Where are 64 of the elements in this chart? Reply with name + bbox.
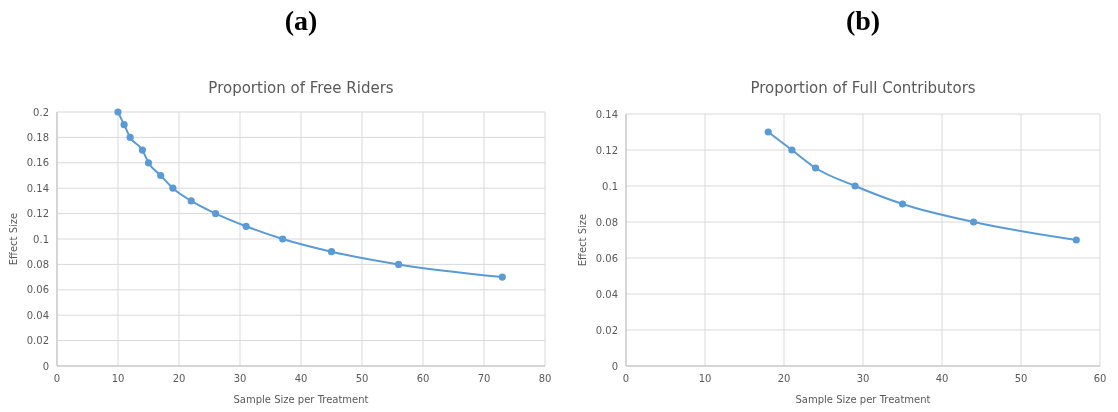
- point: [498, 273, 506, 281]
- text: (a): [284, 5, 318, 36]
- y-tick-label: 0.02: [595, 324, 618, 336]
- y-tick-label: 0.08: [26, 258, 49, 270]
- y-axis-title: Effect Size: [577, 213, 588, 267]
- x-tick-label: 60: [416, 373, 430, 384]
- x-tick-label: 60: [1093, 373, 1107, 384]
- x-axis-title: Sample Size per Treatment: [795, 394, 931, 405]
- y-tick-label: 0.12: [26, 208, 49, 220]
- y-tick-label: 0.12: [595, 144, 618, 156]
- point: [395, 260, 403, 268]
- y-tick-label: 0.08: [595, 216, 618, 228]
- point: [327, 248, 336, 256]
- point: [1072, 236, 1080, 244]
- x-axis-title: Sample Size per Treatment: [233, 394, 369, 405]
- x-tick-label: 40: [935, 373, 949, 384]
- point: [114, 108, 122, 116]
- point: [242, 222, 250, 230]
- text: (b): [845, 5, 881, 36]
- y-tick-label: 0.04: [595, 288, 618, 300]
- chart-title: Proportion of Full Contributors: [750, 79, 976, 97]
- point: [120, 121, 128, 129]
- x-tick-label: 0: [53, 373, 61, 384]
- y-tick-label: 0.04: [26, 309, 49, 321]
- point: [157, 171, 165, 180]
- y-tick-label: 0.06: [595, 252, 618, 264]
- y-tick-label: 0: [611, 360, 618, 372]
- y-tick-label: 0.1: [33, 233, 49, 245]
- y-tick-label: 0: [42, 360, 49, 372]
- x-tick-label: 10: [111, 373, 125, 384]
- x-tick-label: 70: [477, 373, 491, 384]
- y-axis-title: Effect Size: [8, 212, 19, 266]
- point: [812, 164, 820, 172]
- x-tick-label: 20: [172, 373, 186, 384]
- x-tick-label: 20: [777, 373, 791, 384]
- point: [169, 184, 177, 192]
- x-tick-label: 10: [698, 373, 712, 384]
- point: [138, 146, 146, 154]
- point: [126, 133, 134, 141]
- y-tick-label: 0.16: [26, 157, 49, 169]
- x-tick-label: 50: [355, 373, 369, 384]
- y-tick-label: 0.18: [26, 131, 49, 143]
- y-tick-label: 0.2: [33, 106, 49, 118]
- point: [898, 200, 907, 208]
- y-tick-label: 0.14: [595, 108, 618, 120]
- x-tick-label: 0: [622, 373, 630, 384]
- x-tick-label: 80: [538, 373, 552, 384]
- point: [788, 146, 796, 154]
- x-tick-label: 30: [856, 373, 870, 384]
- x-tick-label: 50: [1014, 373, 1028, 384]
- y-tick-label: 0.02: [26, 335, 49, 347]
- point: [764, 128, 772, 136]
- x-tick-label: 30: [233, 373, 247, 384]
- point: [970, 218, 978, 226]
- y-tick-label: 0.1: [602, 180, 618, 192]
- point: [144, 159, 153, 167]
- point: [279, 235, 287, 243]
- y-tick-label: 0.06: [26, 284, 49, 296]
- point: [851, 182, 859, 190]
- point: [212, 210, 220, 218]
- chart-title: Proportion of Free Riders: [208, 79, 394, 97]
- x-tick-label: 40: [294, 373, 308, 384]
- point: [187, 197, 195, 205]
- y-tick-label: 0.14: [26, 182, 49, 194]
